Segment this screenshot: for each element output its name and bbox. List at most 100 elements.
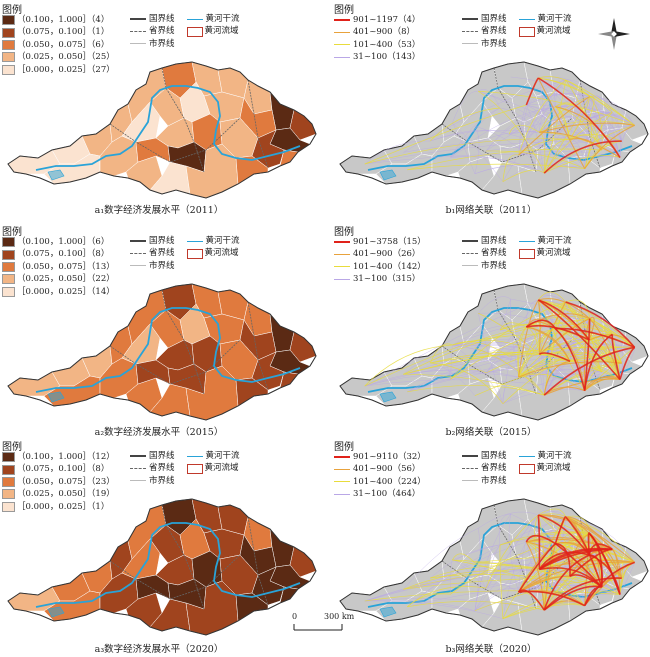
- network-link: [474, 125, 480, 174]
- link-legend-line: [334, 481, 350, 483]
- provincial-line-swatch: [462, 31, 478, 33]
- network-link: [474, 513, 511, 611]
- link-legend-row-2: 401~900（26）: [334, 248, 426, 260]
- network-link: [619, 346, 636, 380]
- network-link: [478, 89, 501, 109]
- legend-swatch: [2, 286, 15, 297]
- network-link: [407, 362, 622, 392]
- network-link: [537, 77, 586, 169]
- network-link: [539, 131, 621, 158]
- provincial-line: [161, 504, 205, 610]
- lake: [47, 169, 65, 181]
- link-legend-line: [334, 278, 350, 280]
- network-link: [450, 344, 453, 380]
- provincial-line-swatch: [130, 31, 146, 33]
- network-link: [364, 138, 571, 165]
- network-link: [450, 107, 501, 158]
- boundary-row-3: 市界线: [130, 260, 240, 272]
- boundary-row-1: 国界线 黄河干流: [130, 235, 240, 247]
- basin-boundary: [7, 283, 317, 421]
- network-link: [510, 298, 635, 348]
- legend-row-5: ［0.000，0.025］（1）: [2, 501, 115, 513]
- network-link: [526, 541, 635, 563]
- national-line-swatch: [130, 18, 146, 21]
- legend-title: 图例: [2, 442, 22, 453]
- network-link: [509, 130, 622, 142]
- network-link: [525, 318, 556, 330]
- legend-row-4: （0.025，0.050］（19）: [2, 488, 115, 500]
- network-link: [538, 301, 567, 355]
- network-link: [485, 106, 556, 152]
- network-link: [474, 347, 545, 396]
- boundary-row-2: 省界线 黄河流域: [130, 25, 240, 37]
- network-link: [538, 299, 590, 341]
- legend-title: 图例: [334, 442, 354, 453]
- legend-swatch: [2, 52, 15, 63]
- link-legend-row-2: 401~900（8）: [334, 26, 420, 38]
- network-link: [555, 103, 590, 119]
- network-link: [364, 600, 475, 611]
- provincial-line: [109, 554, 241, 600]
- network-link: [611, 548, 621, 595]
- legend-swatch: [2, 237, 15, 248]
- network-link: [474, 125, 545, 174]
- legend-row-3: （0.050，0.075］（23）: [2, 476, 115, 488]
- link-legend: 901~9110（32） 401~900（56） 101~400（224） 31~10…: [334, 451, 426, 501]
- link-legend-label: 401~900（8）: [353, 27, 415, 38]
- level-legend: （0.100，1.000］（12） （0.075，0.100］（8） （0.050，…: [2, 451, 115, 513]
- panel-caption: b₁网络关联（2011）: [445, 205, 537, 216]
- network-link: [502, 154, 519, 182]
- city-line-swatch: [462, 43, 478, 45]
- network-link: [584, 117, 592, 169]
- network-link: [539, 116, 590, 133]
- network-link: [589, 533, 603, 588]
- river-label: 黄河干流: [537, 236, 572, 246]
- network-link: [502, 541, 527, 619]
- network-link: [538, 299, 585, 391]
- provincial-line: [247, 79, 269, 169]
- link-legend-label: 901~9110（32）: [353, 452, 426, 462]
- legend-label: （0.100，1.000］（12）: [17, 452, 115, 462]
- provincial-line-swatch: [462, 253, 478, 255]
- network-link: [510, 298, 519, 378]
- network-link: [430, 362, 476, 396]
- basin-label: 黄河流域: [536, 26, 571, 37]
- provincial-label: 省界线: [481, 463, 507, 474]
- network-link: [526, 326, 571, 362]
- network-link: [543, 585, 602, 611]
- provincial-line: [441, 117, 573, 163]
- link-legend-label: 101~400（53）: [353, 39, 421, 50]
- legend-row-4: （0.025，0.050］（22）: [2, 273, 115, 285]
- legend-swatch: [2, 274, 15, 285]
- network-link: [539, 106, 556, 133]
- provincial-label: 省界线: [149, 463, 175, 474]
- link-legend-line: [334, 241, 350, 244]
- network-link: [403, 360, 431, 375]
- legend-label: （0.025，0.050］（25）: [17, 52, 115, 63]
- network-link: [452, 553, 475, 564]
- network-link: [589, 96, 635, 126]
- network-link: [485, 514, 539, 589]
- yellow-river-mainstream: [35, 85, 301, 171]
- provincial-line: [109, 339, 241, 385]
- city-line-swatch: [462, 480, 478, 482]
- basin-swatch: [518, 463, 535, 474]
- lake: [47, 391, 65, 403]
- national-line-swatch: [462, 455, 478, 458]
- legend-label: ［0.000，0.025］（27）: [17, 64, 115, 75]
- legend-swatch: [2, 27, 15, 38]
- basin-swatch: [518, 248, 535, 259]
- link-legend-label: 901~1197（4）: [353, 15, 421, 25]
- legend-swatch: [2, 15, 15, 26]
- network-link: [526, 104, 622, 142]
- network-link: [518, 548, 613, 593]
- network-link: [518, 589, 545, 611]
- network-link: [450, 107, 501, 158]
- city-line-swatch: [462, 265, 478, 267]
- network-link: [584, 376, 621, 391]
- network-link: [525, 319, 557, 330]
- national-line-swatch: [462, 18, 478, 21]
- legend-row-3: （0.050，0.075］（13）: [2, 261, 115, 273]
- boundary-legend: 国界线 黄河干流 省界线 黄河流域 市界线: [462, 450, 572, 487]
- network-link: [612, 112, 621, 158]
